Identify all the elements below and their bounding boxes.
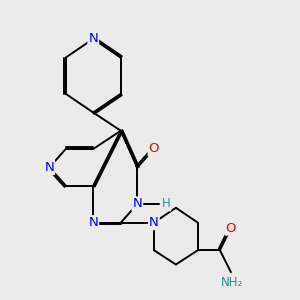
Text: N: N xyxy=(88,216,98,229)
Text: NH₂: NH₂ xyxy=(221,276,243,289)
Text: N: N xyxy=(149,216,159,229)
Text: H: H xyxy=(162,197,170,210)
Text: O: O xyxy=(148,142,159,155)
Text: N: N xyxy=(88,32,98,45)
Text: N: N xyxy=(133,197,142,210)
Text: N: N xyxy=(44,161,54,174)
Text: O: O xyxy=(226,222,236,235)
